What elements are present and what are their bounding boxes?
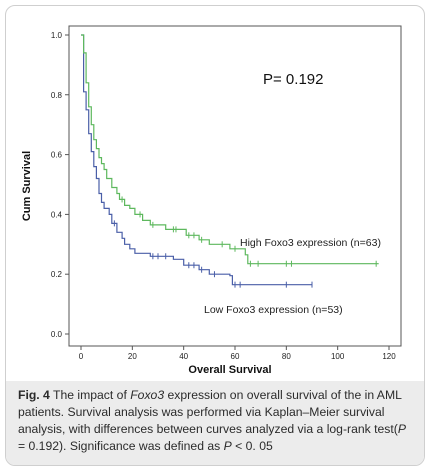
x-tick-label: 120 [382,352,396,361]
caption-text-part-1: The impact of [49,388,131,402]
survival-curve-low [81,34,312,286]
caption-gene-name: Foxo3 [130,388,165,402]
x-tick-label: 100 [331,352,345,361]
legend-label-low: Low Foxo3 expression (n=53) [204,304,343,316]
caption-text-part-4: < 0. 05 [231,439,273,453]
y-tick-label: 0.8 [51,91,63,100]
series-high [81,34,379,267]
y-tick-label: 0.4 [51,210,63,219]
series-low [81,34,313,288]
survival-curve-high [81,34,379,265]
caption-text-part-3: = 0.192). Significance was defined as [18,439,224,453]
caption-text-part-2: expression on overall survival of the in… [18,388,402,436]
p-value-annotation: P= 0.192 [263,71,323,88]
y-tick-label: 0.0 [51,330,63,339]
x-axis-label: Overall Survival [188,364,271,376]
figure-card: 0.0 0.2 0.4 0.6 0.8 1.0 0 20 40 60 80 100 120 P= 0.… [5,5,425,466]
figure-caption: Fig. 4 The impact of Foxo3 expression on… [6,381,424,465]
y-axis: 0.0 0.2 0.4 0.6 0.8 1.0 [51,31,69,339]
plot-area [68,25,402,347]
survival-chart: 0.0 0.2 0.4 0.6 0.8 1.0 0 20 40 60 80 100 120 P= 0.… [21,25,402,376]
x-tick-label: 40 [179,352,188,361]
caption-p-symbol-2: P [223,439,232,453]
series-layer [81,34,379,288]
x-axis: 0 20 40 60 80 100 120 [79,346,396,361]
x-tick-label: 80 [282,352,291,361]
y-tick-label: 1.0 [51,31,63,40]
x-tick-label: 60 [231,352,240,361]
caption-figure-label: Fig. 4 [18,388,50,402]
y-tick-label: 0.2 [51,270,63,279]
y-tick-label: 0.6 [51,151,63,160]
y-axis-label: Cum Survival [21,151,33,221]
x-tick-label: 20 [128,352,137,361]
caption-p-symbol: P [397,422,406,436]
x-tick-label: 0 [79,352,84,361]
legend-label-high: High Foxo3 expression (n=63) [240,237,381,249]
